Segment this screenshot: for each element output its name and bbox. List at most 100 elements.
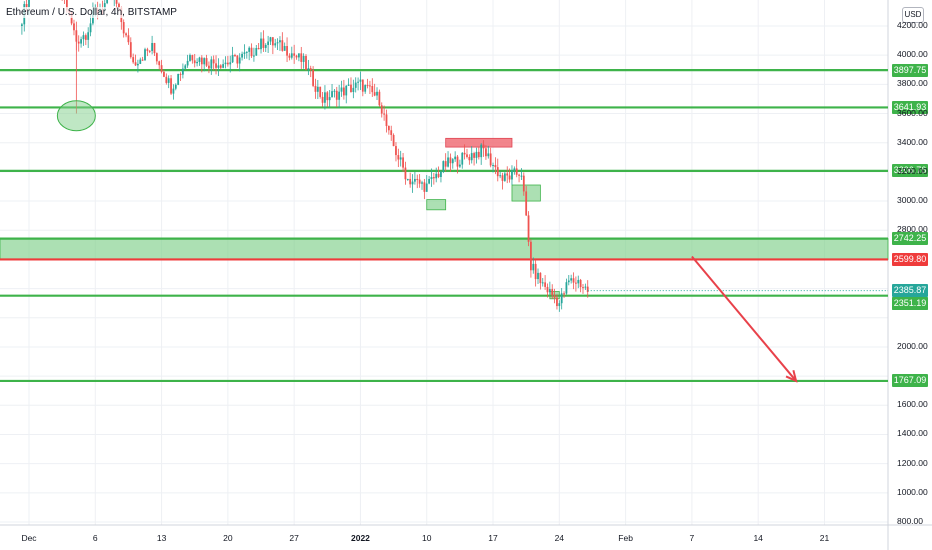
candle-body (200, 57, 203, 65)
candle-body (508, 175, 511, 180)
candle-body (395, 146, 397, 156)
candle-body (319, 86, 322, 97)
candle-body (65, 0, 68, 11)
chart-title: Ethereum / U.S. Dollar, 4h, BITSTAMP (4, 7, 179, 18)
currency-selector[interactable]: USD (902, 7, 924, 23)
candle-body (369, 85, 371, 87)
candle-body (262, 38, 265, 48)
candle-body (447, 157, 449, 167)
candle-body (238, 57, 241, 64)
candle-body (532, 263, 535, 271)
candle-body (234, 55, 236, 57)
candle-body (191, 55, 194, 61)
candle-body (556, 297, 558, 307)
candle-body (77, 41, 80, 44)
candle-body (222, 64, 225, 68)
candle-body (229, 62, 232, 65)
candle-body (444, 161, 447, 167)
candle-body (520, 175, 523, 177)
candle-body (269, 37, 272, 42)
candle-body (418, 179, 421, 184)
candle-body (219, 65, 222, 68)
candle-body (525, 191, 528, 216)
candle-body (302, 55, 305, 62)
candle-body (397, 155, 400, 160)
candle-body (527, 215, 530, 242)
candle-body (305, 55, 307, 71)
price-tick-label: 3400.00 (897, 136, 928, 147)
candle-body (241, 53, 243, 58)
candle-body (537, 272, 539, 280)
time-tick-label: 14 (753, 533, 763, 543)
candle-body (584, 286, 587, 288)
time-tick-label: 27 (289, 533, 299, 543)
time-tick-label: 20 (223, 533, 233, 543)
candle-body (184, 65, 187, 69)
candle-body (482, 144, 485, 149)
candle-body (25, 4, 28, 8)
candle-body (496, 167, 499, 177)
candle-body (212, 59, 215, 64)
candle-body (582, 287, 584, 289)
candle-body (333, 90, 336, 92)
candle-body (421, 182, 423, 184)
candle-body (279, 40, 281, 43)
candle-body (224, 62, 227, 65)
support-price-tag: 3897.75 (892, 63, 928, 77)
candle-body (276, 42, 279, 44)
candle-body (435, 173, 438, 179)
support-price-tag: 3206.76 (892, 164, 928, 178)
candle-body (281, 40, 284, 51)
support-price-tag: 3641.93 (892, 100, 928, 114)
candle-body (380, 105, 383, 114)
candle-body (288, 55, 291, 58)
candle-body (451, 159, 454, 164)
candle-body (383, 113, 386, 115)
projection-arrow-head (785, 370, 798, 383)
candle-body (544, 282, 547, 287)
candle-body (442, 161, 445, 172)
candle-body (565, 282, 568, 294)
candle-body (402, 157, 404, 168)
candle-body (300, 53, 303, 62)
candle-body (335, 90, 338, 100)
time-tick-label: 10 (422, 533, 432, 543)
candle-body (440, 171, 442, 177)
candle-body (328, 97, 331, 101)
price-tick-label: 4000.00 (897, 49, 928, 60)
candle-body (354, 82, 357, 88)
candle-body (572, 278, 575, 283)
resistance-price-tag: 2599.80 (892, 252, 928, 266)
candle-body (129, 42, 132, 58)
candle-body (144, 49, 146, 61)
candle-body (153, 42, 156, 54)
price-tick-label: 3000.00 (897, 195, 928, 206)
support-price-tag: 2351.19 (892, 297, 928, 311)
candle-body (503, 173, 506, 181)
candle-body (283, 46, 286, 51)
candle-body (366, 85, 369, 87)
candle-body (155, 53, 158, 62)
price-tick-label: 3600.00 (897, 107, 928, 118)
candle-body (132, 57, 135, 63)
candle-body (373, 92, 376, 96)
candle-body (314, 85, 317, 92)
candle-body (518, 174, 520, 176)
candle-body (20, 24, 23, 26)
price-tick-label: 1600.00 (897, 399, 928, 410)
support-zone (426, 199, 447, 211)
candle-body (522, 175, 525, 192)
candle-body (430, 177, 433, 179)
candle-body (364, 85, 367, 92)
candle-body (122, 22, 125, 34)
price-tick-label: 1000.00 (897, 486, 928, 497)
candle-body (28, 0, 30, 8)
candle-body (350, 84, 352, 92)
price-tick-label: 2000.00 (897, 340, 928, 351)
candle-body (449, 157, 452, 164)
price-tick-label: 1400.00 (897, 428, 928, 439)
candle-body (134, 62, 137, 66)
candle-body (468, 156, 471, 161)
candle-body (485, 148, 487, 157)
